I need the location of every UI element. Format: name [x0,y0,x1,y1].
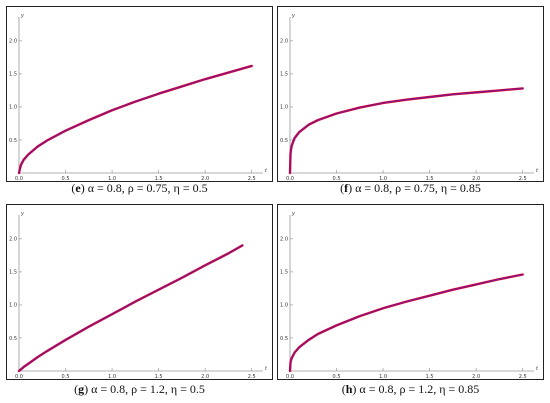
x-tick-label: 1.0 [108,374,116,380]
caption-label: e [75,181,81,195]
series-line-overlay [18,65,253,174]
plot-svg: 0.0 0.5 1.0 1.5 2.0 2.5 0.5 1.0 1.5 2.0 t y [9,13,268,182]
x-tick-label: 1.5 [155,176,163,182]
caption-label: h [345,382,353,396]
plot-frame: 0.0 0.5 1.0 1.5 2.0 2.5 0.5 1.0 1.5 2.0 t y [6,6,273,182]
y-axis-label: y [291,211,296,217]
series-line-overlay [289,273,524,372]
x-tick-label: 2.5 [519,176,527,182]
y-axis-label: y [291,13,296,19]
x-tick-label: 0.5 [333,374,341,380]
y-tick-label: 0.5 [280,336,288,342]
y-tick-label: 2.0 [9,237,17,243]
figure-caption: (f) α = 0.8, ρ = 0.75, η = 0.85 [340,181,481,195]
x-tick-label: 1.5 [426,176,434,182]
caption-params: α = 0.8, ρ = 0.75, η = 0.5 [87,181,208,195]
x-tick-label: 0.0 [15,176,23,182]
x-tick-label: 2.0 [472,176,480,182]
x-tick-label: 0.5 [62,374,70,380]
x-tick-label: 0.5 [62,176,70,182]
caption-params: α = 0.8, ρ = 1.2, η = 0.5 [91,382,205,396]
x-tick-label: 1.0 [108,176,116,182]
y-tick-label: 1.5 [9,270,17,276]
x-tick-label: 2.5 [248,374,256,380]
y-tick-label: 1.0 [280,105,288,111]
x-tick-label: 1.5 [155,374,163,380]
x-axis-label: t [536,168,539,174]
x-tick-label: 0.0 [286,176,294,182]
plot-svg: 0.0 0.5 1.0 1.5 2.0 2.5 0.5 1.0 1.5 2.0 t y [9,211,268,380]
y-tick-label: 0.5 [9,336,17,342]
plot-svg: 0.0 0.5 1.0 1.5 2.0 2.5 0.5 1.0 1.5 2.0 t y [280,13,539,182]
y-tick-label: 1.5 [9,72,17,78]
y-tick-label: 1.5 [280,72,288,78]
y-axis-label: y [20,211,25,217]
series-line-overlay [289,87,524,174]
plot-svg: 0.0 0.5 1.0 1.5 2.0 2.5 0.5 1.0 1.5 2.0 t y [280,211,539,380]
y-tick-label: 1.0 [9,303,17,309]
x-tick-label: 1.0 [379,374,387,380]
x-tick-label: 2.0 [201,176,209,182]
x-tick-label: 1.5 [426,374,434,380]
plot-frame: 0.0 0.5 1.0 1.5 2.0 2.5 0.5 1.0 1.5 2.0 t y [6,204,273,380]
plot-frame: 0.0 0.5 1.0 1.5 2.0 2.5 0.5 1.0 1.5 2.0 t y [277,204,544,380]
x-tick-label: 2.0 [472,374,480,380]
caption-params: α = 0.8, ρ = 0.75, η = 0.85 [355,181,481,195]
y-tick-label: 0.5 [280,138,288,144]
x-tick-label: 0.0 [15,374,23,380]
series-line-overlay [18,244,243,372]
series-line [288,87,524,175]
x-tick-label: 2.0 [201,374,209,380]
y-tick-label: 2.0 [280,237,288,243]
plot-frame: 0.0 0.5 1.0 1.5 2.0 2.5 0.5 1.0 1.5 2.0 t y [277,6,544,182]
y-tick-label: 1.5 [280,270,288,276]
series-line [17,244,244,373]
y-tick-label: 0.5 [9,138,17,144]
x-axis-label: t [265,366,268,372]
caption-label: f [344,181,349,195]
y-axis-label: y [20,13,25,19]
y-tick-label: 1.0 [9,105,17,111]
caption-label: g [78,382,85,396]
x-tick-label: 2.5 [519,374,527,380]
figure-caption: (h) α = 0.8, ρ = 1.2, η = 0.85 [341,382,480,396]
x-tick-label: 0.0 [286,374,294,380]
y-tick-label: 2.0 [280,39,288,45]
y-tick-label: 2.0 [9,39,17,45]
figure-caption: (g) α = 0.8, ρ = 1.2, η = 0.5 [74,382,205,396]
series-line [17,64,253,175]
x-tick-label: 0.5 [333,176,341,182]
x-axis-label: t [265,168,268,174]
x-tick-label: 1.0 [379,176,387,182]
x-tick-label: 2.5 [248,176,256,182]
caption-params: α = 0.8, ρ = 1.2, η = 0.85 [359,382,480,396]
y-tick-label: 1.0 [280,303,288,309]
x-axis-label: t [536,366,539,372]
figure-caption: (e) α = 0.8, ρ = 0.75, η = 0.5 [71,181,208,195]
series-line [288,273,524,373]
